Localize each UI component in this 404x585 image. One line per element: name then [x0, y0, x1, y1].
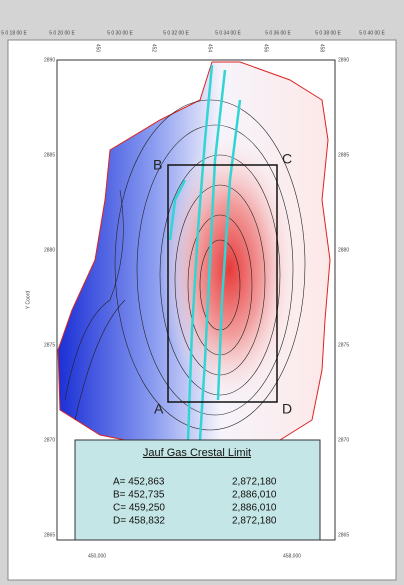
top-tick-label: 5 0 32 00 E [163, 30, 189, 36]
right-tick-label: 2890 [338, 57, 349, 63]
faults [168, 64, 242, 441]
legend-point: A= 452,863 [113, 477, 165, 488]
crestal-limit-box [167, 164, 278, 403]
bottom-tick-label: 450,000 [88, 553, 106, 559]
legend-point: B= 452,735 [113, 490, 165, 501]
corner-label: D [282, 401, 292, 417]
right-tick-label: 2870 [338, 437, 349, 443]
right-tick-label: 2875 [338, 342, 349, 348]
top-tick-label: 5 0 34 00 E [215, 30, 241, 36]
inner-tick-label: 452 [151, 44, 157, 53]
top-tick-label: 5 0 38 00 E [315, 30, 341, 36]
corner-label: A [154, 401, 164, 417]
left-tick-label: 2865 [44, 532, 55, 538]
top-tick-label: 5 0 36 00 E [265, 30, 291, 36]
legend-northing: 2,872,180 [232, 516, 277, 527]
inner-tick-label: 454 [207, 44, 213, 53]
top-tick-label: 5 0 30 00 E [107, 30, 133, 36]
legend-rows: A= 452,863 2,872,180 B= 452,735 2,886,010 C=… [113, 477, 277, 527]
top-tick-label: 5 0 40 00 E [359, 30, 385, 36]
right-tick-label: 2885 [338, 152, 349, 158]
inner-tick-label: 450 [95, 44, 101, 53]
legend-point: D= 458,832 [113, 516, 165, 527]
right-tick-label: 2880 [338, 247, 349, 253]
right-tick-label: 2865 [338, 532, 349, 538]
top-tick-label: 5 0 20 00 E [49, 30, 75, 36]
legend-northing: 2,872,180 [232, 477, 277, 488]
inner-tick-label: 456 [263, 44, 269, 53]
left-tick-label: 2890 [44, 57, 55, 63]
corner-label: C [282, 151, 292, 167]
corner-label: B [153, 157, 162, 173]
left-tick-label: 2870 [44, 437, 55, 443]
left-tick-label: 2875 [44, 342, 55, 348]
bottom-tick-label: 458,000 [283, 553, 301, 559]
structure-high [147, 125, 297, 425]
legend-northing: 2,886,010 [232, 490, 277, 501]
left-tick-label: 2880 [44, 247, 55, 253]
legend-title: Jauf Gas Crestal Limit [143, 447, 251, 459]
side-label: Y Coord [25, 291, 31, 309]
legend-box [74, 439, 321, 541]
legend-point: C= 459,250 [113, 503, 165, 514]
ticks: 5 0 18 00 E 5 0 20 00 E 5 0 30 00 E 5 0 32 … [1, 30, 385, 559]
top-tick-label: 5 0 18 00 E [1, 30, 27, 36]
inner-tick-label: 458 [319, 44, 325, 53]
legend-northing: 2,886,010 [232, 503, 277, 514]
left-tick-label: 2885 [44, 152, 55, 158]
